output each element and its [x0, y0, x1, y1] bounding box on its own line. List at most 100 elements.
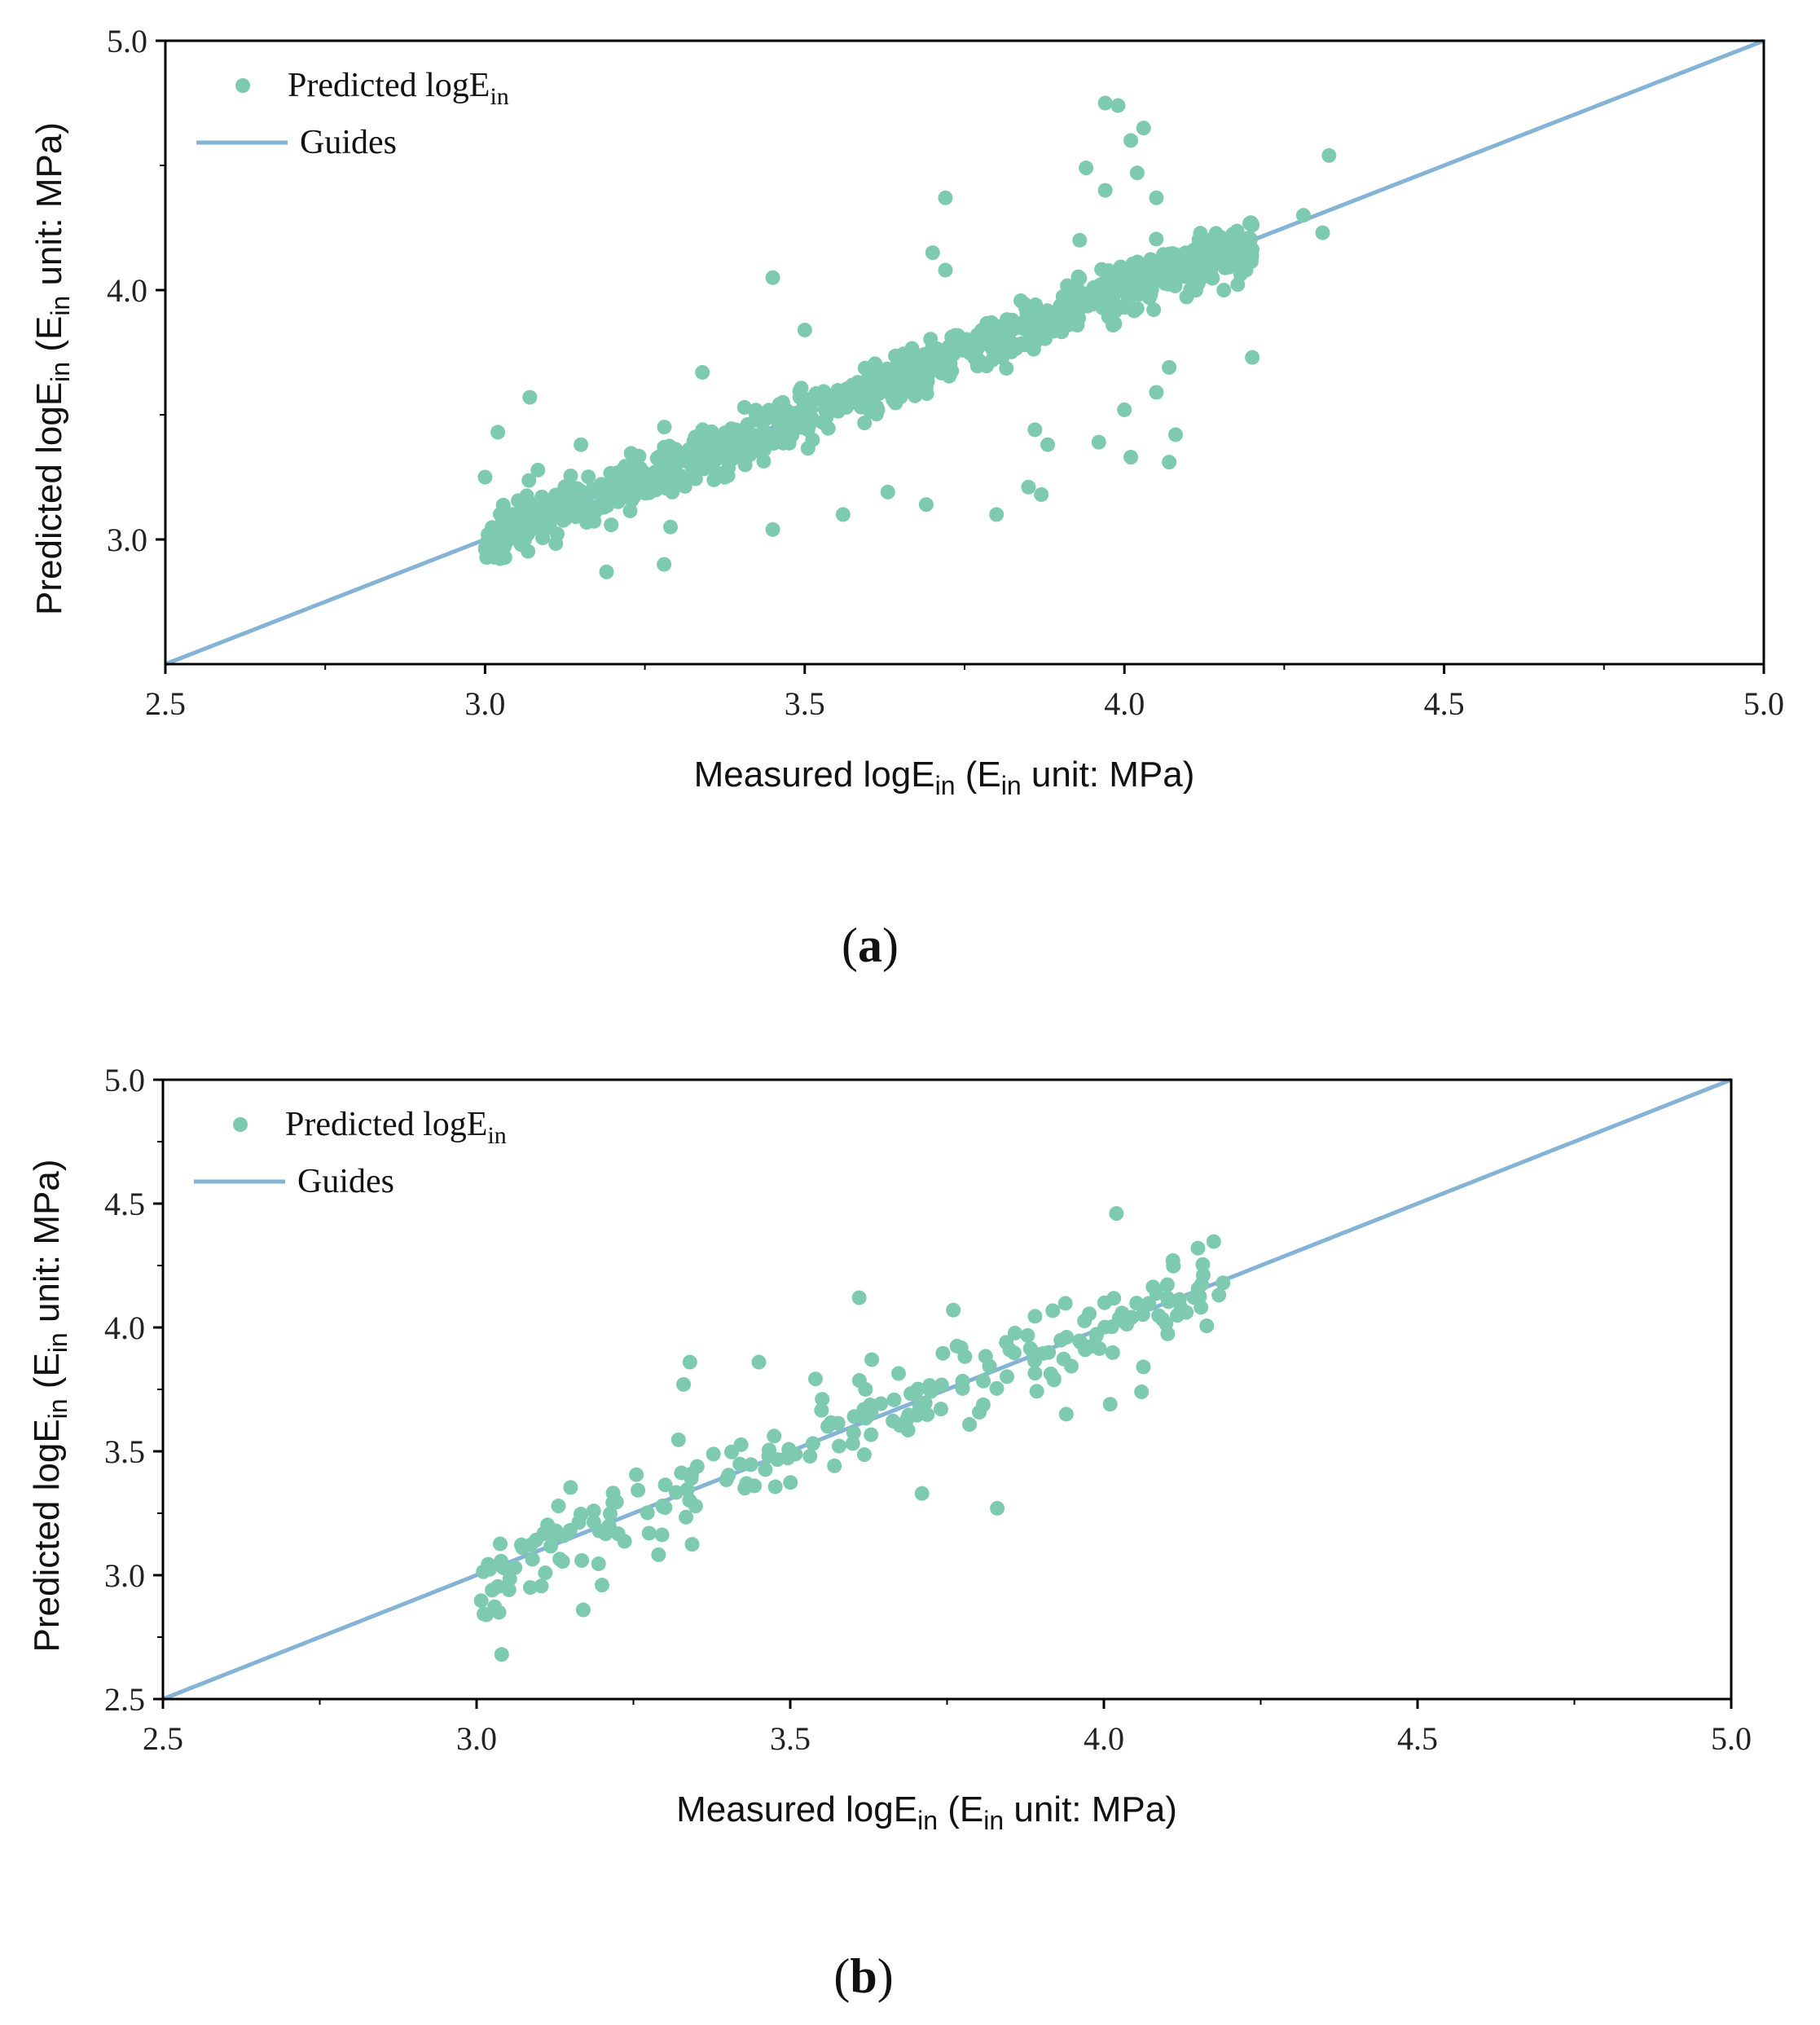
data-point — [756, 453, 772, 469]
y-tick-label: 4.0 — [104, 1310, 145, 1346]
y-tick-label: 4.0 — [107, 272, 147, 309]
data-point — [1190, 1240, 1206, 1256]
data-point — [944, 363, 960, 379]
data-point — [989, 1380, 1005, 1396]
data-point — [1229, 257, 1244, 272]
x-tick-label: 5.0 — [1711, 1720, 1752, 1757]
data-point — [1129, 301, 1145, 316]
data-point — [802, 1449, 818, 1464]
data-point — [591, 1556, 606, 1572]
data-point — [797, 322, 812, 337]
data-point — [492, 1536, 508, 1552]
data-point — [685, 456, 701, 472]
data-point — [1106, 318, 1121, 333]
data-point — [743, 444, 758, 460]
data-point — [767, 1429, 782, 1444]
data-point — [1062, 303, 1078, 319]
data-point — [473, 1593, 489, 1609]
data-point — [955, 342, 970, 358]
data-point — [890, 1366, 906, 1381]
data-point — [733, 1437, 749, 1452]
panel-b-points — [473, 1206, 1231, 1662]
data-point — [595, 1578, 609, 1593]
data-point — [805, 432, 820, 447]
x-tick-label: 3.0 — [464, 685, 505, 722]
data-point — [972, 1405, 987, 1420]
data-point — [534, 1578, 549, 1594]
data-point — [704, 424, 719, 439]
data-point — [1190, 275, 1206, 291]
data-point — [1056, 1351, 1071, 1367]
data-point — [676, 1376, 692, 1392]
data-point — [1055, 288, 1070, 304]
data-point — [999, 360, 1014, 376]
data-point — [1102, 1397, 1118, 1412]
data-point — [1141, 1296, 1157, 1311]
data-point — [1006, 1345, 1022, 1361]
data-point — [481, 1556, 496, 1572]
data-point — [856, 1402, 872, 1417]
data-point — [1034, 486, 1049, 502]
data-point — [1186, 1290, 1202, 1305]
data-point — [662, 453, 678, 469]
y-tick-label: 3.0 — [104, 1557, 145, 1594]
data-point — [748, 412, 763, 428]
data-point — [651, 1547, 666, 1562]
data-point — [815, 415, 830, 430]
data-point — [1211, 1288, 1227, 1303]
data-point — [1116, 1314, 1132, 1329]
data-point — [1167, 427, 1183, 442]
data-point — [530, 462, 546, 478]
data-point — [976, 1373, 991, 1389]
data-point — [682, 1354, 697, 1370]
data-point — [617, 1534, 632, 1549]
data-point — [1244, 249, 1259, 264]
data-point — [880, 484, 895, 500]
data-point — [631, 448, 647, 464]
data-point — [783, 1475, 798, 1490]
data-point — [575, 1602, 591, 1618]
data-point — [877, 367, 893, 382]
data-point — [1195, 1257, 1211, 1272]
data-point — [496, 1560, 512, 1575]
data-point — [1027, 1309, 1043, 1324]
panel-b-legend-points-label: Predicted logEin — [285, 1106, 507, 1149]
data-point — [1129, 165, 1145, 181]
panel-a-chart: 2.5 3.0 3.5 4.0 4.5 5.0 3.0 4.0 5.0 Predicted l… — [29, 23, 1784, 972]
data-point — [962, 1417, 978, 1433]
data-point — [1245, 350, 1260, 365]
panel-b-legend-guide-label: Guides — [297, 1163, 394, 1200]
data-point — [1029, 1384, 1044, 1399]
data-point — [1091, 434, 1106, 450]
data-point — [775, 394, 790, 410]
panel-b-x-axis-label: Measured logEin (Ein unit: MPa) — [676, 1789, 1177, 1835]
data-point — [934, 1377, 949, 1393]
panel-b-y-ticks: 2.5 3.0 3.5 4.0 4.5 5.0 — [104, 1062, 163, 1718]
data-point — [605, 1495, 621, 1511]
data-point — [1043, 310, 1058, 326]
y-tick-label: 3.5 — [104, 1433, 145, 1470]
data-point — [477, 469, 493, 485]
data-point — [695, 364, 710, 380]
data-point — [1021, 479, 1036, 495]
data-point — [1077, 1313, 1092, 1328]
data-point — [835, 507, 851, 522]
data-point — [1216, 1275, 1231, 1291]
data-point — [1032, 323, 1048, 338]
data-point — [1243, 215, 1259, 231]
data-point — [1149, 190, 1164, 205]
data-point — [1146, 302, 1162, 318]
data-point — [1149, 231, 1164, 247]
data-point — [909, 1407, 925, 1423]
data-point — [556, 513, 571, 528]
data-point — [1240, 231, 1255, 246]
data-point — [1110, 98, 1126, 113]
x-tick-label: 3.5 — [785, 685, 825, 722]
data-point — [805, 1436, 820, 1451]
data-point — [538, 1565, 553, 1581]
data-point — [756, 442, 772, 458]
data-point — [857, 416, 873, 431]
data-point — [670, 1432, 686, 1447]
data-point — [508, 1560, 523, 1575]
x-tick-label: 4.0 — [1104, 685, 1145, 722]
